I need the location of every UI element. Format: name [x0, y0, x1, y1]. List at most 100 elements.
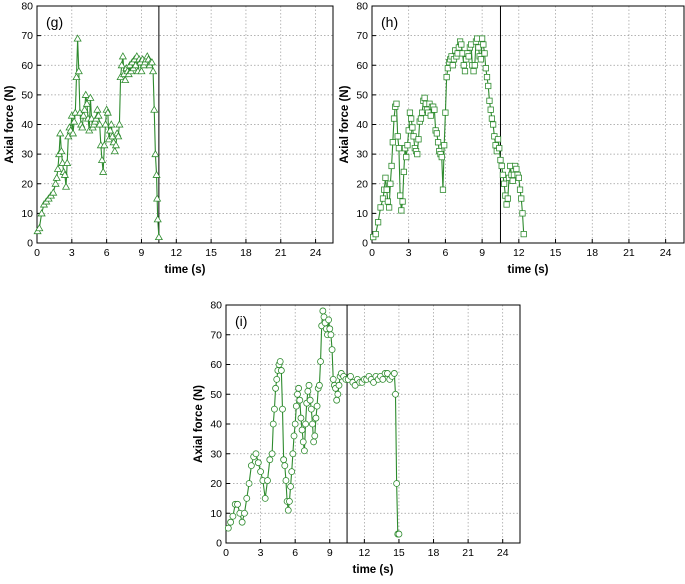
data-point — [291, 420, 299, 428]
data-point — [394, 133, 401, 140]
x-axis-label: time (s) — [508, 264, 549, 276]
data-point — [458, 41, 465, 48]
y-tick-label: 10 — [356, 208, 368, 220]
data-point — [494, 136, 502, 143]
x-tick-label: 12 — [170, 247, 182, 259]
data-point — [57, 146, 66, 155]
y-tick-label: 60 — [210, 359, 222, 371]
data-point — [404, 142, 411, 149]
data-point — [114, 132, 123, 140]
data-point — [289, 450, 297, 458]
data-point — [241, 509, 248, 517]
data-point — [298, 426, 306, 434]
data-point — [279, 405, 286, 413]
x-tick-label: 18 — [428, 547, 440, 559]
data-point — [443, 74, 450, 81]
x-tick-label: 0 — [223, 547, 229, 559]
y-tick-label: 10 — [210, 508, 222, 520]
data-point — [315, 381, 323, 389]
y-tick-label: 70 — [356, 30, 368, 42]
panel-label: (i) — [235, 313, 247, 329]
y-tick-label: 0 — [27, 238, 33, 250]
y-tick-label: 20 — [210, 478, 222, 490]
data-point — [100, 141, 109, 149]
data-point — [271, 405, 278, 413]
data-point — [383, 186, 390, 193]
data-point — [513, 165, 520, 173]
data-point — [261, 494, 269, 502]
y-tick-label: 70 — [210, 329, 222, 341]
y-tick-label: 50 — [356, 89, 368, 101]
data-point — [292, 402, 300, 410]
data-point — [488, 115, 496, 122]
data-point — [280, 456, 288, 464]
data-point — [434, 139, 442, 146]
x-tick-label: 15 — [393, 547, 405, 559]
data-point — [487, 106, 494, 113]
data-point — [247, 462, 255, 470]
data-point — [272, 384, 279, 392]
data-point — [395, 530, 403, 538]
y-axis-label: Axial force (N) — [193, 385, 205, 463]
x-tick-label: 18 — [586, 247, 598, 259]
x-axis-label: time (s) — [165, 264, 206, 276]
data-point — [304, 387, 312, 395]
data-point — [257, 468, 264, 476]
data-point — [485, 82, 492, 90]
data-point — [501, 180, 508, 187]
data-point — [509, 177, 516, 184]
data-point — [503, 201, 510, 208]
data-point — [496, 145, 503, 152]
data-point — [264, 477, 271, 484]
data-point — [311, 432, 319, 440]
data-point — [103, 108, 112, 116]
x-tick-label: 3 — [69, 247, 75, 259]
y-tick-label: 30 — [21, 149, 33, 161]
chart-panel-1: 0 3 6 9 12 15 18 21 24 0 10 20 30 40 50 60 70 80 time (s) A… — [4, 1, 334, 276]
data-point — [395, 145, 403, 152]
data-point — [409, 124, 416, 131]
data-point — [490, 121, 497, 128]
data-point — [299, 438, 307, 446]
data-point — [86, 93, 95, 101]
x-tick-label: 6 — [292, 547, 298, 559]
data-point — [408, 115, 415, 122]
x-tick-label: 6 — [104, 247, 110, 259]
data-point — [382, 174, 389, 181]
data-point — [309, 420, 316, 428]
data-point — [431, 106, 438, 113]
x-tick-label: 24 — [497, 547, 509, 559]
data-point — [117, 61, 126, 69]
data-point — [302, 420, 309, 428]
data-point — [518, 195, 525, 202]
data-point — [449, 62, 456, 69]
data-point — [234, 500, 241, 508]
data-point — [325, 316, 333, 324]
data-point — [479, 35, 486, 42]
data-point — [118, 52, 127, 60]
y-tick-label: 40 — [356, 119, 368, 131]
data-point — [52, 173, 61, 181]
data-point — [393, 480, 401, 487]
data-point — [375, 219, 382, 226]
y-tick-label: 20 — [21, 178, 33, 190]
data-point — [284, 506, 292, 514]
data-point — [403, 153, 410, 161]
data-point — [442, 109, 449, 116]
data-point — [224, 524, 232, 532]
data-point — [384, 198, 392, 205]
data-point — [439, 186, 447, 193]
data-point — [137, 66, 146, 75]
data-point — [68, 129, 78, 137]
data-point — [238, 518, 246, 526]
data-point — [389, 139, 396, 146]
data-point — [334, 390, 342, 398]
data-point — [148, 66, 158, 75]
data-point — [252, 450, 260, 458]
x-tick-label: 21 — [275, 247, 287, 259]
data-point — [82, 99, 92, 107]
x-tick-label: 12 — [359, 547, 371, 559]
data-point — [229, 512, 237, 520]
data-point — [406, 109, 414, 116]
data-point — [227, 518, 235, 526]
